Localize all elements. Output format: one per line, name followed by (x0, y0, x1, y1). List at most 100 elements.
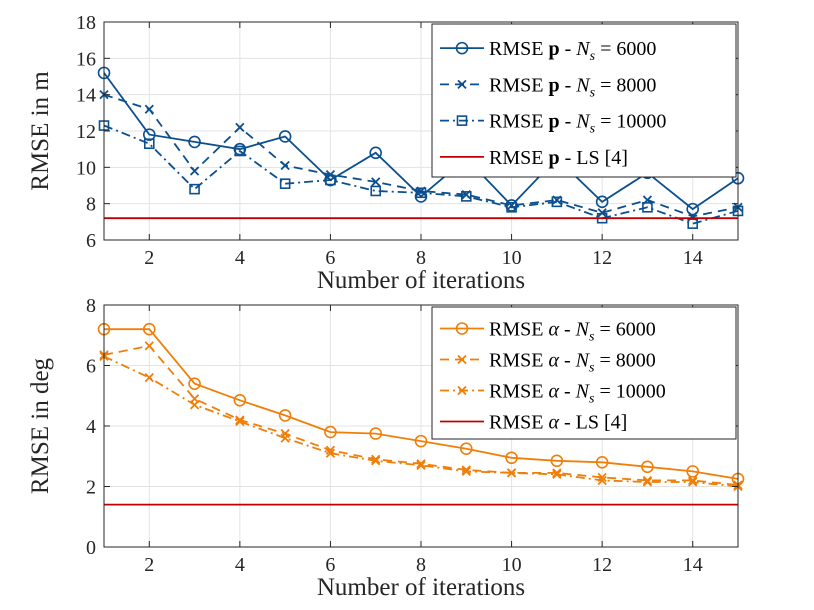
data-point (142, 322, 156, 336)
legend-label-2: RMSE p - Ns = 10000 (489, 111, 666, 137)
y-tick-label: 14 (76, 85, 96, 107)
data-point (686, 202, 700, 216)
x-tick-label: 12 (592, 247, 612, 269)
legend-label-part: = 6000 (595, 38, 656, 60)
legend-label-3: RMSE α - LS [4] (489, 412, 627, 434)
data-point (144, 341, 154, 351)
data-point (144, 372, 154, 383)
legend-label-part: N (575, 319, 591, 341)
legend-label-part: RMSE (489, 74, 548, 96)
legend-swatch-marker (457, 354, 467, 365)
legend-label-part: α (548, 350, 559, 372)
data-point (552, 469, 562, 480)
y-tick-label: 2 (86, 477, 96, 499)
y-tick-label: 6 (86, 230, 96, 252)
legend-label-2: RMSE α - Ns = 10000 (489, 381, 666, 407)
data-point (278, 409, 292, 422)
data-point (641, 460, 654, 474)
x-tick-label: 6 (325, 247, 335, 269)
y-tick-label: 16 (76, 48, 96, 70)
y-tick-label: 8 (86, 295, 96, 317)
data-point (279, 178, 291, 189)
legend-label-part: RMSE (489, 111, 548, 133)
legend-box (431, 23, 737, 178)
legend-label-part: s (590, 85, 596, 100)
x-tick-label: 14 (683, 554, 703, 576)
legend-swatch-marker (457, 385, 467, 396)
data-point (688, 477, 698, 487)
legend-label-part: RMSE (489, 350, 548, 372)
x-tick-label: 14 (683, 247, 703, 269)
y-tick-label: 6 (86, 356, 96, 378)
x-tick-label: 8 (416, 247, 426, 269)
legend-label-part: s (590, 49, 596, 64)
data-point (595, 455, 609, 469)
data-point (235, 122, 245, 133)
legend-label-part: α (548, 381, 559, 403)
legend-label-part: p (548, 74, 559, 96)
y-tick-label: 8 (86, 194, 96, 216)
data-point (142, 128, 156, 141)
legend-label-part: = 10000 (595, 111, 666, 133)
legend-label-part: = 8000 (595, 74, 656, 96)
data-point (325, 169, 336, 180)
data-point (324, 425, 337, 439)
x-tick-label: 4 (235, 554, 245, 576)
data-point (551, 196, 563, 208)
data-point (414, 434, 428, 448)
x-tick-label: 8 (416, 554, 426, 576)
x-tick-label: 12 (592, 554, 612, 576)
data-point (595, 195, 609, 209)
legend-label-part: N (575, 74, 591, 96)
y-axis-label: RMSE in m (27, 71, 54, 191)
data-point (188, 135, 201, 149)
data-point (233, 142, 247, 156)
data-point (233, 393, 247, 407)
data-point (642, 202, 653, 213)
legend-label-part: RMSE (489, 147, 548, 169)
x-tick-label: 2 (144, 554, 154, 576)
legend-label-part: RMSE (489, 412, 548, 434)
data-point (416, 459, 426, 469)
legend-swatch-marker (455, 41, 469, 55)
x-tick-label: 2 (144, 247, 154, 269)
legend-label-part: - LS [4] (560, 147, 628, 169)
series-2 (99, 351, 743, 492)
legend-label-part: - (559, 350, 576, 372)
legend-label-part: α (548, 412, 559, 434)
data-point (686, 465, 700, 478)
data-point (189, 166, 200, 176)
series-line-2 (103, 124, 739, 225)
data-point (325, 448, 336, 458)
legend-label-part: RMSE (489, 319, 548, 341)
legend-label-part: p (548, 147, 559, 169)
legend-label-part: p (548, 111, 559, 133)
x-tick-label: 6 (325, 554, 335, 576)
data-point (461, 465, 471, 475)
legend-label-part: - (559, 319, 576, 341)
data-point (642, 475, 653, 486)
legend-swatch-marker (457, 79, 467, 90)
legend-label-part: α (548, 319, 559, 341)
data-point (144, 104, 154, 114)
y-axis-label: RMSE in deg (27, 357, 54, 494)
data-point (687, 218, 699, 229)
legend-label-part: - (560, 74, 577, 96)
data-point (189, 183, 200, 195)
legend-swatch-marker (455, 322, 469, 335)
data-point (188, 377, 201, 390)
data-point (461, 466, 471, 477)
data-point (416, 460, 426, 470)
x-axis-label: Number of iterations (317, 574, 525, 601)
chart-top: 2 4 6 8 10 12 14 6 8 10 12 14 16 18 Number of iteratio… (27, 12, 745, 294)
data-point (460, 191, 472, 202)
legend-label-part: N (575, 350, 591, 372)
legend-label-part: RMSE (489, 38, 548, 60)
legend-label-part: N (575, 111, 591, 133)
series-line-2 (103, 355, 739, 488)
data-point (642, 477, 653, 487)
series-line-0 (103, 72, 739, 211)
